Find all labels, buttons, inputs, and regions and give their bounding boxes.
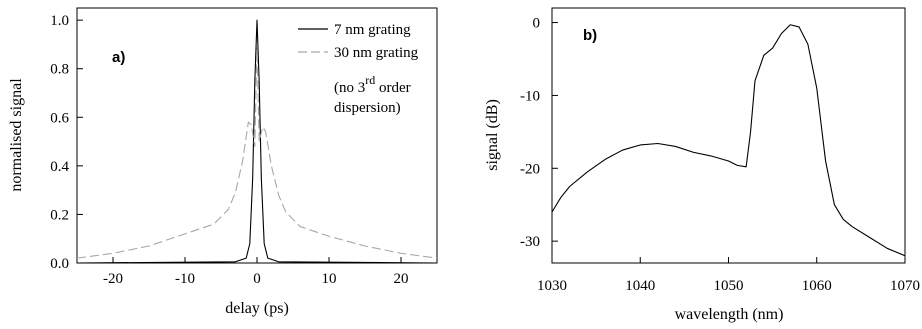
y-tick-label: 0.4 <box>50 159 69 175</box>
y-tick-label: 0 <box>533 16 541 32</box>
x-tick-label: 1050 <box>714 278 744 294</box>
panel-b-ticks: 1030 1040 1050 1060 1070 -30 -20 -10 0 <box>520 16 920 294</box>
y-tick-label: -10 <box>520 88 540 104</box>
x-tick-label: 1030 <box>537 278 567 294</box>
legend-annotation-line2: dispersion) <box>334 100 401 116</box>
y-tick-label: 0.8 <box>50 62 69 78</box>
x-tick-label: 1060 <box>802 278 832 294</box>
panel-b-ylabel: signal (dB) <box>484 99 501 171</box>
annotation-superscript: rd <box>365 73 375 87</box>
panel-a-ylabel: normalised signal <box>8 78 25 192</box>
panel-b-tag: b) <box>583 27 597 44</box>
30-nm-grating-series-line <box>76 43 438 259</box>
y-tick-label: 1.0 <box>50 13 69 29</box>
y-tick-label: 0.6 <box>50 110 69 126</box>
signal-series-line <box>551 24 906 257</box>
panel-a-legend: 7 nm grating 30 nm grating (no 3rd order… <box>298 22 419 116</box>
x-tick-label: 20 <box>394 271 409 287</box>
panel-b: 1030 1040 1050 1060 1070 -30 -20 -10 0 b) wavele… <box>484 7 920 323</box>
y-tick-label: 0.2 <box>50 207 69 223</box>
annotation-suffix: order <box>375 80 410 96</box>
panel-a-xlabel: delay (ps) <box>225 300 289 317</box>
y-tick-label: 0.0 <box>50 256 69 272</box>
panel-b-series-group <box>551 24 906 257</box>
panel-b-plot-frame <box>551 7 906 264</box>
panel-a-tag: a) <box>112 49 125 66</box>
x-tick-label: 10 <box>322 271 337 287</box>
legend-annotation-line1: (no 3rd order <box>334 73 411 96</box>
y-tick-label: -30 <box>520 234 540 250</box>
x-tick-label: -10 <box>175 271 195 287</box>
panel-a-series-group <box>76 19 438 264</box>
x-tick-label: 1040 <box>625 278 655 294</box>
x-tick-label: 0 <box>253 271 261 287</box>
annotation-prefix: (no 3 <box>334 80 365 96</box>
legend-label-7nm: 7 nm grating <box>334 22 411 38</box>
panel-a-ticks: -20 -10 0 10 20 0.0 0.2 0.4 0.6 0.8 1.0 <box>50 13 408 287</box>
legend-label-30nm: 30 nm grating <box>334 45 419 61</box>
7-nm-grating-series-line <box>76 19 438 264</box>
y-tick-label: -20 <box>520 161 540 177</box>
x-tick-label: 1070 <box>890 278 920 294</box>
x-tick-label: -20 <box>103 271 123 287</box>
panel-b-xlabel: wavelength (nm) <box>675 306 784 323</box>
panel-a: -20 -10 0 10 20 0.0 0.2 0.4 0.6 0.8 1.0 a) 7 nm gr… <box>8 7 438 317</box>
